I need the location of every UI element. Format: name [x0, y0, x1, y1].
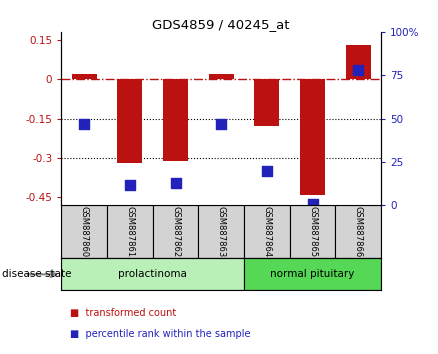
Text: GSM887862: GSM887862: [171, 206, 180, 257]
Text: prolactinoma: prolactinoma: [118, 269, 187, 279]
Bar: [61, 205, 107, 258]
Text: ■  transformed count: ■ transformed count: [70, 308, 177, 318]
Bar: [300, 79, 325, 195]
Text: GSM887863: GSM887863: [217, 206, 226, 257]
Bar: [244, 205, 290, 258]
Title: GDS4859 / 40245_at: GDS4859 / 40245_at: [152, 18, 290, 31]
Bar: [163, 79, 188, 161]
Bar: [244, 258, 381, 290]
Bar: [254, 79, 279, 126]
Text: ■  percentile rank within the sample: ■ percentile rank within the sample: [70, 329, 251, 339]
Bar: [346, 45, 371, 79]
Text: GSM887865: GSM887865: [308, 206, 317, 257]
Point: [81, 121, 88, 127]
Bar: [290, 205, 336, 258]
Point: [263, 168, 270, 173]
Text: GSM887860: GSM887860: [80, 206, 88, 257]
Bar: [198, 205, 244, 258]
Text: GSM887866: GSM887866: [354, 206, 363, 257]
Bar: [336, 205, 381, 258]
Bar: [107, 205, 153, 258]
Text: normal pituitary: normal pituitary: [270, 269, 355, 279]
Text: GSM887861: GSM887861: [125, 206, 134, 257]
Point: [218, 121, 225, 127]
Bar: [61, 258, 244, 290]
Bar: [153, 205, 198, 258]
Text: GSM887864: GSM887864: [262, 206, 272, 257]
Bar: [208, 74, 234, 79]
Point: [355, 67, 362, 73]
Point: [172, 180, 179, 185]
Point: [309, 201, 316, 206]
Point: [126, 182, 133, 187]
Text: disease state: disease state: [2, 269, 72, 279]
Bar: [71, 74, 97, 79]
Bar: [117, 79, 142, 163]
